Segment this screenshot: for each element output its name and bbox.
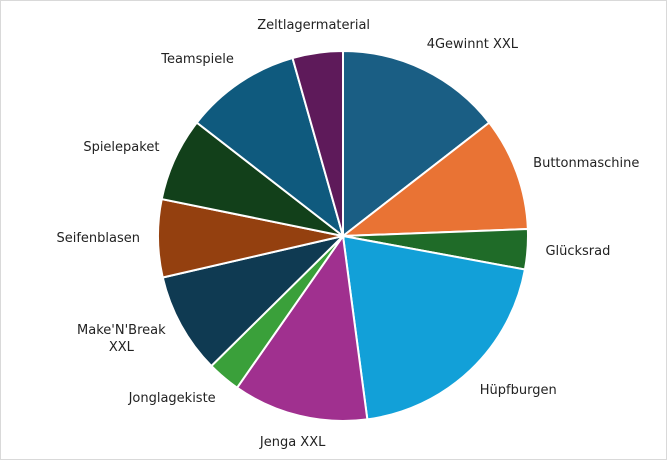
slice-label: Make'N'Break XXL [77,322,166,355]
slice-label: Seifenblasen [56,231,141,247]
slice-label: Spielepaket [83,139,160,155]
slice-label: Glücksrad [545,243,611,259]
slice-label: Hüpfburgen [479,382,557,398]
slice-label: Jonglagekiste [128,391,216,407]
pie-slice [341,234,527,421]
pie-slice [339,121,529,238]
slice-label: 4Gewinnt XXL [426,37,519,53]
pie-slice [342,49,491,239]
pie-slice [235,233,369,422]
slice-label: Zeltlagermaterial [257,17,371,33]
pie-slice [195,56,345,239]
slice-label: Teamspiele [161,51,234,67]
pie-slice [291,49,344,237]
slice-label: Buttonmaschine [533,155,640,171]
slice-label: Jenga XXL [259,435,326,451]
pie-slice [161,234,347,368]
